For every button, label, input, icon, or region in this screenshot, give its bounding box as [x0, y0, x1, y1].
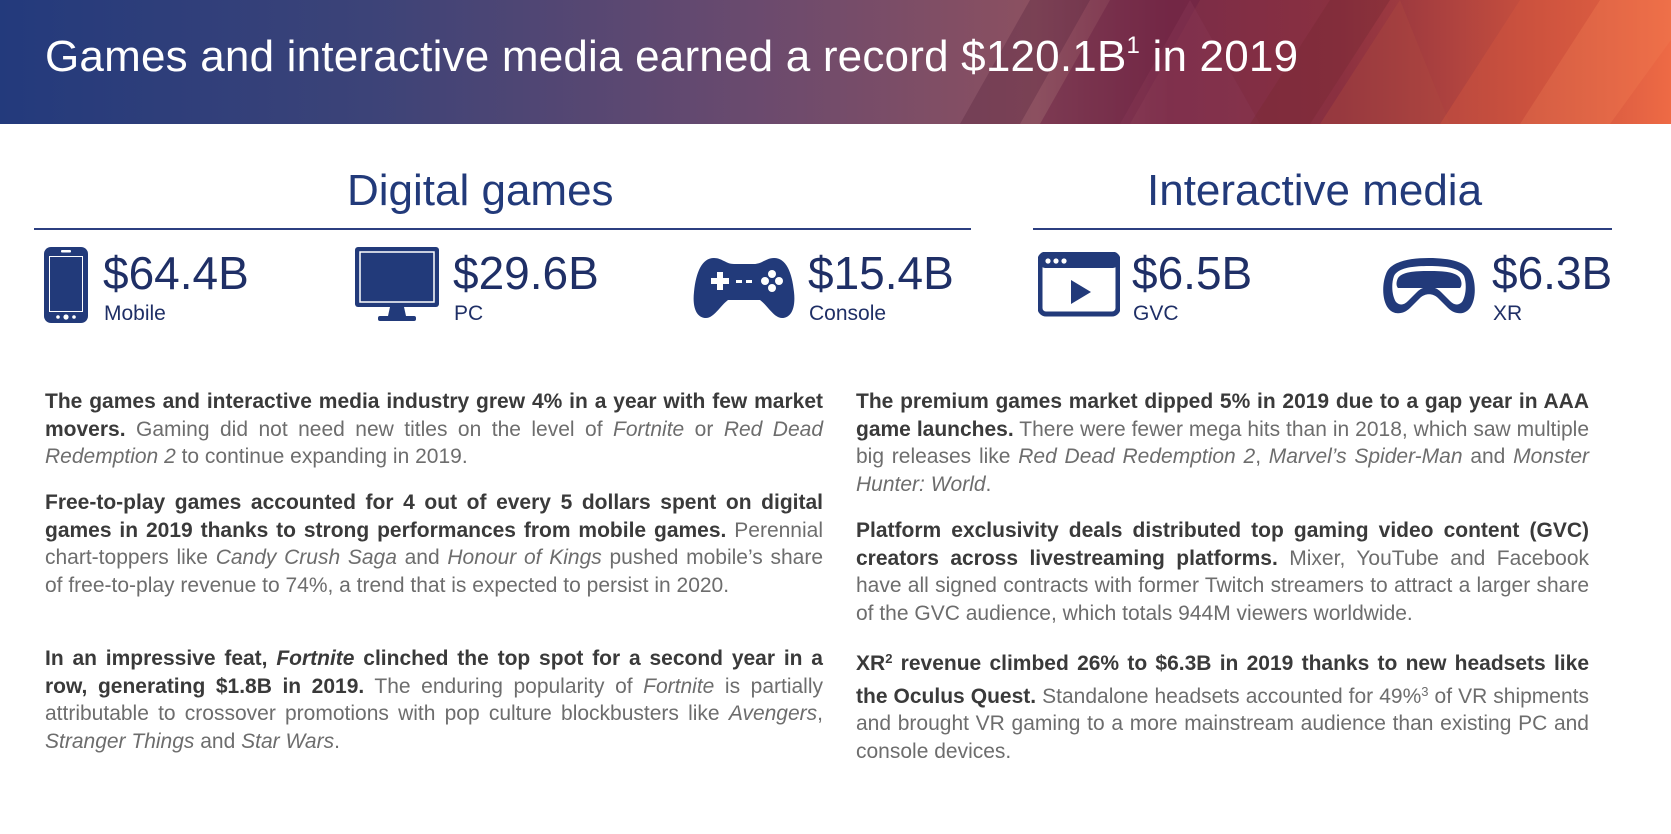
section-divider — [34, 228, 971, 230]
section-title-interactive-media: Interactive media — [1147, 166, 1483, 215]
stat-value: $29.6B — [453, 247, 599, 299]
stat-value: $64.4B — [103, 247, 249, 299]
section-divider — [1033, 228, 1612, 230]
banner-decoration — [960, 0, 1671, 124]
vr-headset-icon — [1378, 246, 1480, 325]
stat-value: $15.4B — [808, 247, 954, 299]
paragraph-platform-exclusivity: Platform exclusivity deals distributed t… — [856, 519, 1589, 625]
stat-label: XR — [1493, 302, 1523, 325]
stat-label: Mobile — [104, 302, 166, 325]
stat-label: GVC — [1133, 302, 1179, 325]
pc-monitor-icon — [354, 246, 440, 329]
header-banner: Games and interactive media earned a rec… — [0, 0, 1671, 124]
gamepad-icon — [692, 246, 796, 329]
paragraph-xr-revenue: XR2 revenue climbed 26% to $6.3B in 2019… — [856, 651, 1589, 763]
paragraph-industry-growth: The games and interactive media industry… — [45, 390, 823, 468]
paragraph-free-to-play: Free-to-play games accounted for 4 out o… — [45, 491, 824, 597]
stat-value: $6.5B — [1132, 247, 1253, 299]
stat-label: Console — [809, 302, 887, 325]
stat-label: PC — [454, 302, 484, 325]
page-title: Games and interactive media earned a rec… — [45, 32, 1299, 81]
video-player-icon — [1037, 246, 1121, 323]
paragraph-premium-games: The premium games market dipped 5% in 20… — [856, 390, 1590, 496]
mobile-phone-icon — [43, 246, 91, 331]
paragraph-fortnite: In an impressive feat, Fortnite clinched… — [45, 647, 824, 753]
section-title-digital-games: Digital games — [347, 166, 614, 215]
stat-value: $6.3B — [1492, 247, 1613, 299]
